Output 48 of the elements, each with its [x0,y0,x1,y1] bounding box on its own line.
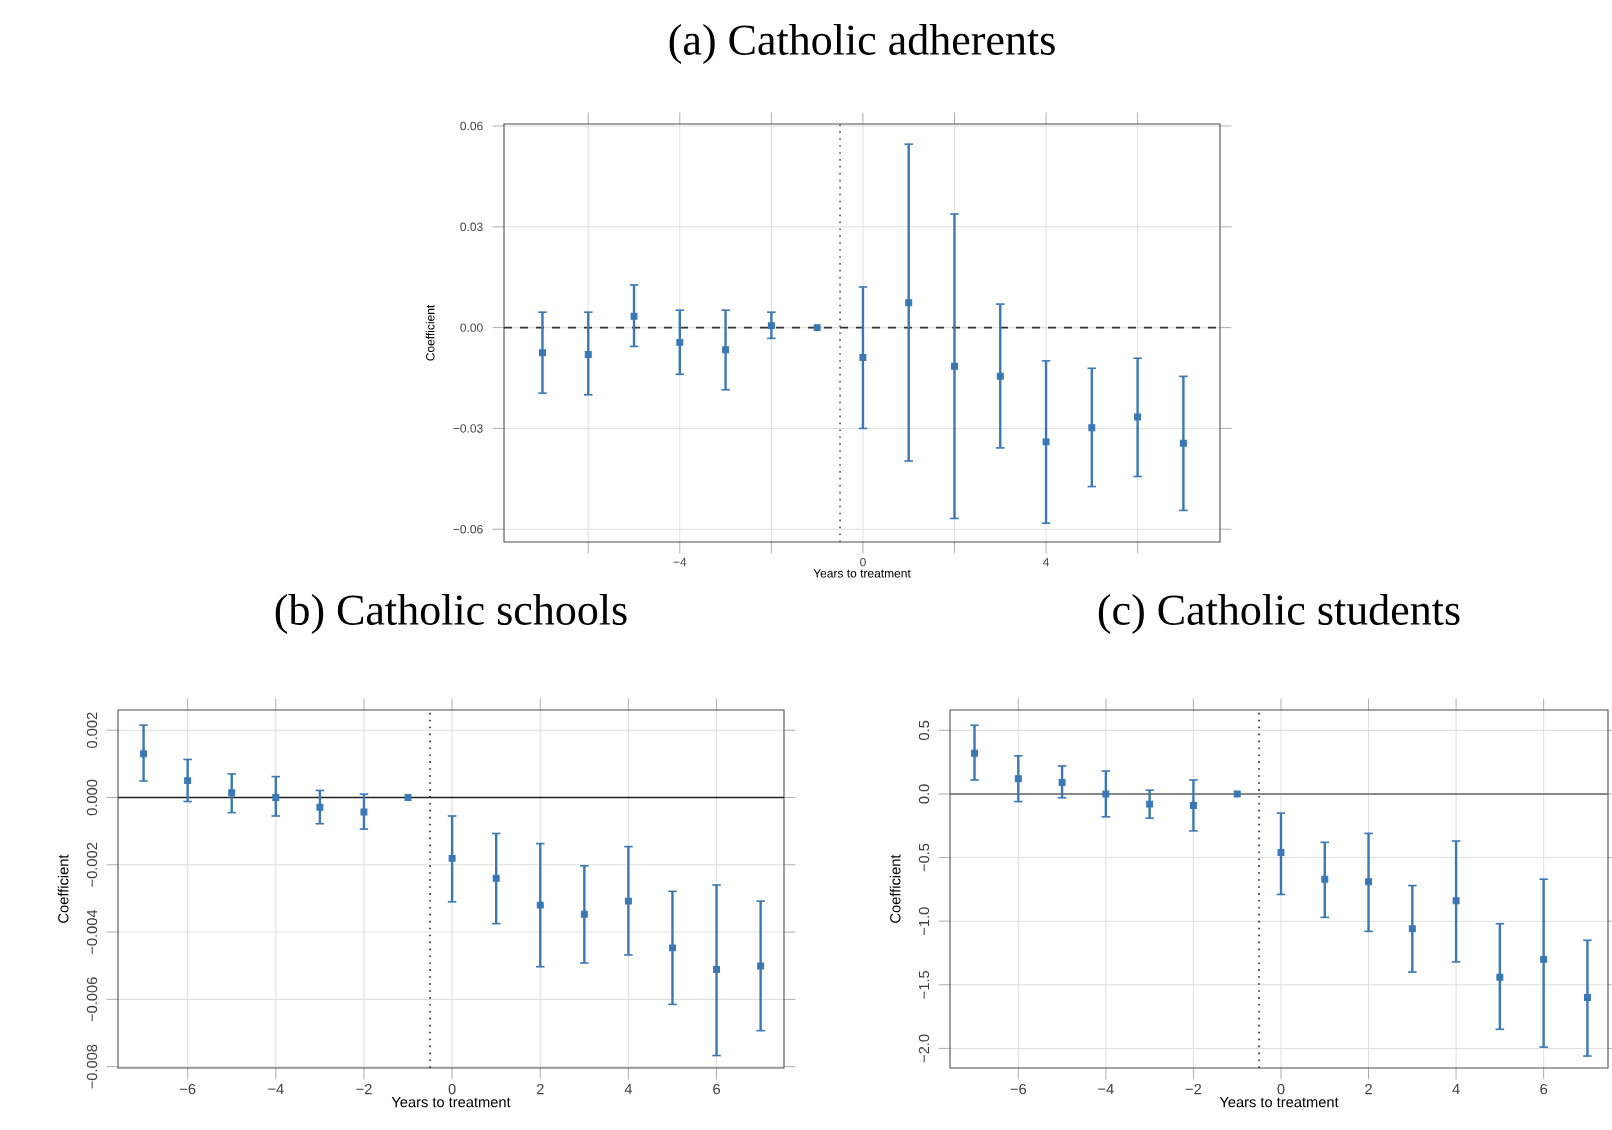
point [360,808,368,816]
point [272,794,280,801]
point [404,794,412,801]
point [1146,800,1154,808]
point [905,299,913,307]
point [1583,994,1591,1001]
point [1102,790,1110,798]
point [1365,878,1373,886]
point [1189,801,1197,809]
point [676,338,684,346]
point [859,354,867,361]
point [1452,897,1460,905]
point [1321,875,1329,883]
point [996,372,1004,380]
point [722,346,730,354]
point [1540,955,1548,963]
point [1179,439,1187,447]
point [492,874,500,882]
point [1277,849,1285,856]
point [669,944,676,952]
point [951,362,958,370]
point [580,910,588,918]
point [316,803,324,811]
point [184,777,192,785]
point [1408,925,1416,933]
chart-title: (c) Catholic students [1098,594,1460,634]
point [140,750,148,758]
point [536,901,544,909]
chart-title: (b) Catholic schools [275,594,627,634]
point [538,349,546,357]
point [448,854,456,862]
point [1233,790,1241,798]
chart-title: (a) Catholic adherents [669,24,1055,64]
point [1496,973,1504,981]
point [1014,775,1022,783]
point [1134,413,1142,421]
point [624,897,632,905]
point [630,312,638,320]
point [757,962,765,970]
point [713,965,721,973]
point [1058,779,1066,786]
point [1042,438,1050,446]
point [767,322,775,330]
point [228,789,236,797]
point [584,351,592,358]
point [971,749,979,757]
point [813,324,821,332]
point [1088,424,1096,432]
